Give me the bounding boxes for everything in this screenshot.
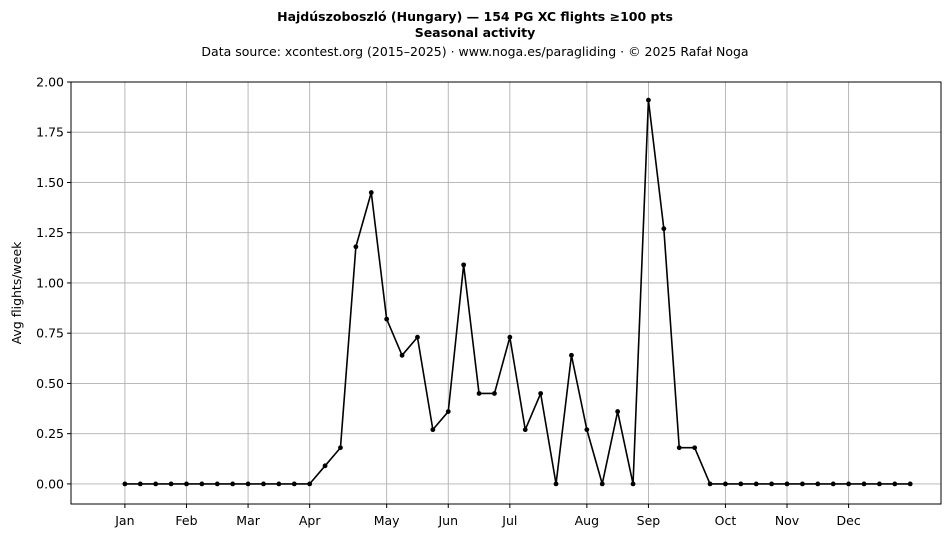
- plot-frame: [70, 81, 942, 505]
- data-point: [692, 445, 698, 451]
- data-point: [445, 409, 451, 414]
- data-point: [892, 481, 898, 487]
- data-source-line: Data source: xcontest.org (2015–2025) · …: [201, 44, 748, 59]
- chart-title: Hajdúszoboszló (Hungary) — 154 PG XC fli…: [277, 9, 673, 24]
- data-point: [569, 352, 574, 358]
- data-point: [599, 481, 605, 487]
- data-point: [846, 481, 852, 487]
- series-layer: [122, 97, 913, 487]
- data-point: [769, 481, 775, 487]
- data-point: [630, 481, 636, 487]
- y-tick-label: 0.75: [36, 326, 64, 341]
- data-point: [492, 391, 497, 396]
- data-point: [753, 481, 759, 487]
- y-tick-label: 2.00: [36, 75, 64, 90]
- data-point: [368, 190, 374, 195]
- data-point: [615, 409, 621, 414]
- data-point: [907, 481, 913, 487]
- data-point: [415, 334, 420, 340]
- data-point: [738, 481, 744, 487]
- data-point: [261, 481, 266, 487]
- data-point: [307, 481, 313, 487]
- data-point: [384, 316, 390, 322]
- data-point: [676, 445, 682, 451]
- data-point: [538, 391, 544, 396]
- x-tick-label: Sep: [637, 513, 661, 528]
- data-point: [476, 391, 482, 396]
- x-tick-label: May: [374, 513, 400, 528]
- x-tick-label: Dec: [837, 513, 861, 528]
- y-tick-label: 1.25: [36, 225, 64, 240]
- data-point: [399, 352, 405, 358]
- data-point: [661, 226, 667, 232]
- data-point: [353, 244, 359, 250]
- x-tick-label: Oct: [715, 513, 737, 528]
- data-point: [291, 481, 297, 487]
- y-tick-label: 0.25: [36, 426, 64, 441]
- data-point: [245, 481, 251, 487]
- y-tick-label: 1.00: [36, 275, 64, 290]
- data-point: [522, 427, 528, 433]
- data-point: [507, 334, 513, 340]
- data-point: [707, 481, 713, 487]
- y-tick-label: 1.50: [36, 175, 64, 190]
- y-tick-label: 0.00: [36, 476, 64, 491]
- data-point: [430, 427, 436, 433]
- data-point: [784, 481, 790, 487]
- data-point: [122, 481, 128, 487]
- data-point: [168, 481, 174, 487]
- data-point: [646, 97, 651, 103]
- data-point: [276, 481, 282, 487]
- data-point: [137, 481, 143, 487]
- y-axis-ticks: 0.00 0.25 0.50 0.75 1.00 1.25 1.50 1.75 2.00: [36, 75, 71, 491]
- y-axis-label: Avg flights/week: [9, 241, 24, 345]
- x-tick-label: Jul: [501, 513, 517, 528]
- data-point: [230, 481, 236, 487]
- data-point: [184, 481, 189, 487]
- x-axis-ticks: Jan Feb Mar Apr May Jun Jul Aug Sep Oct Nov Dec: [114, 504, 861, 528]
- y-tick-label: 1.75: [36, 125, 64, 140]
- data-point: [199, 481, 205, 487]
- chart-subtitle: Seasonal activity: [415, 25, 536, 40]
- data-point: [214, 481, 220, 487]
- data-point: [461, 262, 467, 268]
- data-point: [800, 481, 805, 487]
- data-point: [723, 481, 728, 487]
- data-point: [322, 463, 328, 469]
- y-tick-label: 0.50: [36, 376, 64, 391]
- data-point: [584, 427, 590, 433]
- data-point: [861, 481, 867, 487]
- x-tick-label: Apr: [299, 513, 321, 528]
- x-tick-label: Mar: [236, 513, 260, 528]
- data-point: [553, 481, 559, 487]
- x-tick-label: Aug: [575, 513, 599, 528]
- x-tick-label: Feb: [175, 513, 197, 528]
- data-point: [815, 481, 821, 487]
- series-line: [124, 99, 911, 485]
- data-point: [153, 481, 159, 487]
- x-tick-label: Nov: [775, 513, 800, 528]
- x-tick-label: Jan: [114, 513, 134, 528]
- data-point: [877, 481, 882, 487]
- data-point: [830, 481, 836, 487]
- grid-layer: [71, 81, 941, 504]
- x-tick-label: Jun: [437, 513, 458, 528]
- data-point: [338, 445, 343, 451]
